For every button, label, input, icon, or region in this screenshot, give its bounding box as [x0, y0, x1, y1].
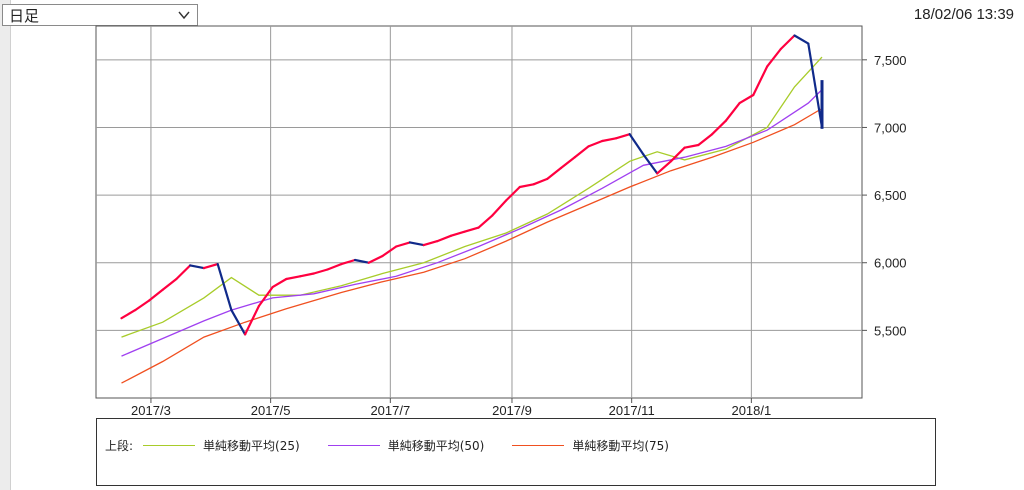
price-segment — [285, 275, 302, 281]
price-segment — [450, 230, 466, 237]
price-segment — [559, 156, 576, 170]
price-segment — [491, 199, 508, 217]
x-tick-label: 2017/11 — [609, 403, 655, 418]
price-segment — [765, 47, 782, 68]
price-segment — [120, 309, 137, 320]
price-segment — [299, 272, 315, 278]
x-tick-label: 2017/3 — [131, 403, 171, 418]
price-segment — [367, 254, 384, 264]
y-tick-label: 6,500 — [874, 188, 907, 203]
price-segment — [710, 119, 728, 136]
price-segment — [353, 258, 370, 264]
legend-item-sma50: 単純移動平均(50) — [327, 437, 485, 454]
legend-title: 上段: — [105, 439, 134, 453]
price-segment — [189, 264, 205, 270]
price-segment — [147, 288, 164, 302]
plot-area — [95, 25, 863, 399]
price-segment — [697, 133, 714, 147]
price-segment — [601, 137, 618, 143]
price-segment — [244, 304, 260, 336]
legend-item-sma25: 単純移動平均(25) — [143, 437, 300, 454]
price-segment — [793, 34, 810, 45]
price-segment — [752, 65, 769, 97]
window-frame-left — [0, 0, 11, 490]
legend-label-sma75: 単純移動平均(75) — [572, 439, 669, 453]
price-segment — [161, 277, 178, 291]
price-segment — [532, 177, 549, 186]
price-segment — [683, 143, 700, 149]
y-tick-label: 6,000 — [874, 256, 907, 271]
legend-item-sma75: 単純移動平均(75) — [512, 437, 669, 454]
price-segment — [807, 42, 824, 129]
x-tick-label: 2018/1 — [731, 403, 771, 418]
price-segment — [340, 258, 357, 266]
price-segment — [326, 263, 343, 271]
price-segment — [546, 166, 563, 180]
price-segment — [436, 234, 453, 243]
price-segment — [463, 226, 480, 233]
price-segment — [312, 268, 329, 275]
x-tick-label: 2017/5 — [251, 403, 291, 418]
price-segment — [587, 139, 604, 148]
price-segment — [779, 34, 796, 51]
price-segment — [381, 245, 398, 258]
price-segment — [271, 277, 288, 289]
price-segment — [518, 183, 535, 189]
x-tick-label: 2017/7 — [370, 403, 410, 418]
legend-swatch-sma75 — [512, 445, 565, 446]
price-segment — [669, 146, 686, 163]
price-segment — [216, 263, 233, 312]
sma75-line — [121, 107, 823, 384]
chevron-down-icon — [177, 8, 191, 22]
price-segment — [408, 241, 425, 247]
price-segment — [656, 160, 673, 175]
price-segment — [422, 240, 439, 247]
legend-panel: 上段: 単純移動平均(25) 単純移動平均(50) 単純移動平均(75) — [96, 418, 936, 486]
legend-swatch-sma50 — [327, 445, 380, 446]
price-segment — [477, 214, 494, 229]
y-tick-label: 7,500 — [874, 53, 907, 68]
sma25-line — [121, 56, 823, 338]
period-select-value: 日足 — [9, 6, 40, 25]
price-segment — [175, 264, 192, 281]
x-tick-label: 2017/9 — [492, 403, 532, 418]
price-segment — [642, 153, 659, 175]
price-segment — [202, 263, 219, 270]
y-tick-label: 7,000 — [874, 120, 907, 135]
price-segment — [724, 101, 741, 122]
price-segment — [505, 185, 521, 202]
price-segment — [230, 309, 247, 336]
price-segment — [134, 299, 151, 312]
legend-label-sma50: 単純移動平均(50) — [387, 439, 485, 453]
price-segment — [257, 286, 274, 308]
price-chart: 5,500 6,000 6,500 7,000 7,500 2017/3 2017/5 201… — [95, 25, 907, 418]
price-segment — [573, 145, 590, 159]
price-segment — [395, 241, 411, 248]
timestamp: 18/02/06 13:39 — [913, 6, 1014, 23]
legend-swatch-sma25 — [143, 445, 196, 446]
price-segment — [628, 133, 645, 156]
y-tick-label: 5,500 — [874, 323, 907, 338]
latest-candle — [820, 80, 824, 129]
price-segment — [738, 93, 755, 105]
legend-label-sma25: 単純移動平均(25) — [203, 439, 300, 453]
price-segment — [614, 133, 631, 140]
